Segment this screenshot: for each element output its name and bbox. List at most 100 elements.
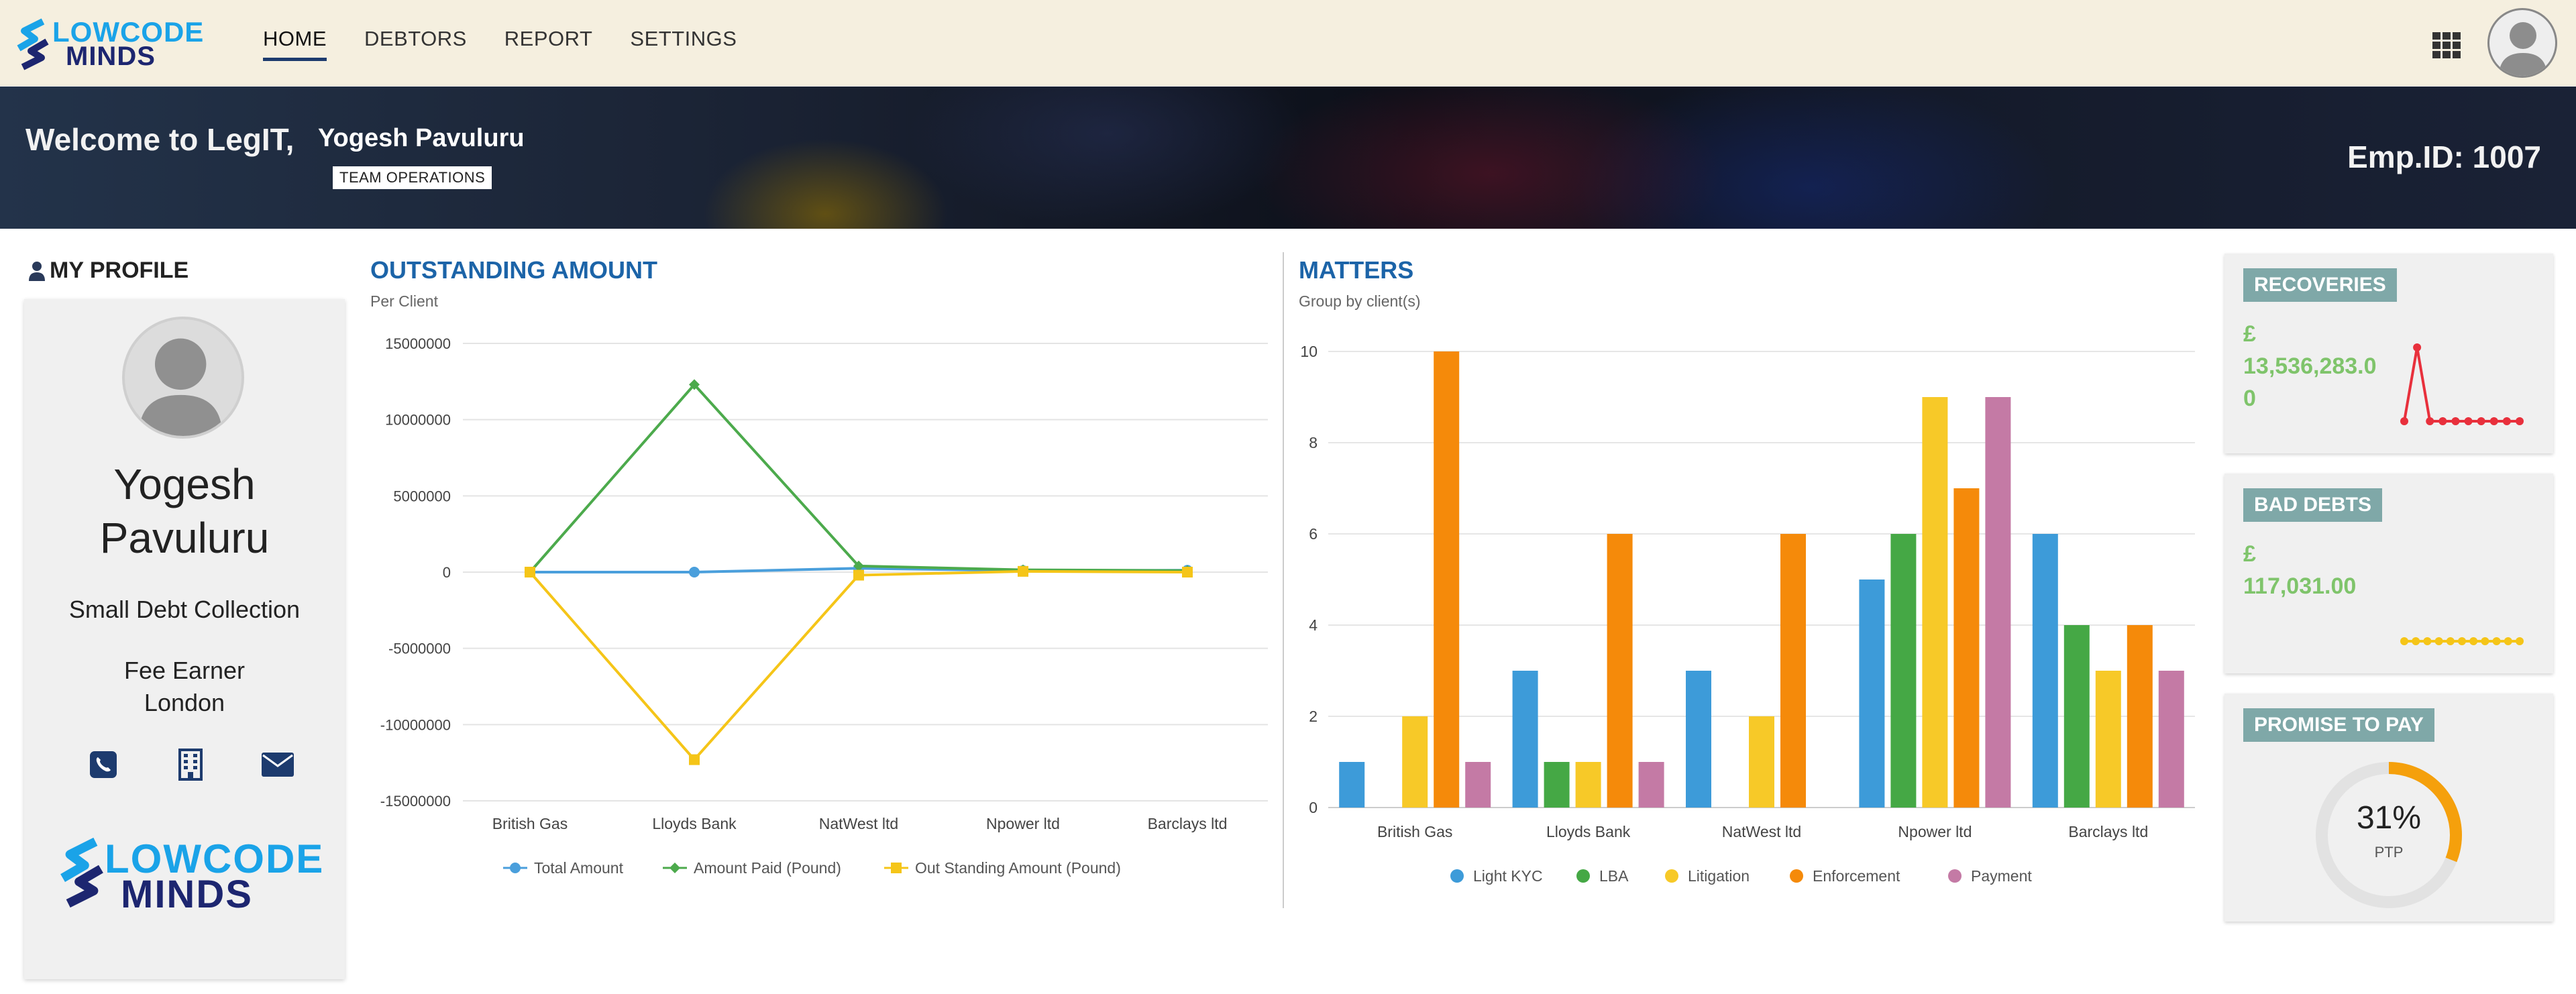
apps-grid-icon[interactable] bbox=[2432, 32, 2462, 58]
phone-icon[interactable] bbox=[83, 744, 123, 785]
legend-swatch bbox=[1790, 869, 1803, 883]
recoveries-value: £ 13,536,283.00 bbox=[2243, 318, 2377, 415]
ptp-gauge: 31% PTP bbox=[2312, 758, 2466, 912]
y-tick-label: 10 bbox=[1300, 343, 1318, 360]
bad-debts-label: BAD DEBTS bbox=[2243, 488, 2383, 522]
main-nav: HOME DEBTORS REPORT SETTINGS bbox=[263, 27, 774, 61]
x-tick-label: British Gas bbox=[1377, 823, 1452, 840]
y-tick-label: 0 bbox=[443, 564, 451, 581]
legend-swatch bbox=[1450, 869, 1464, 883]
y-tick-label: 4 bbox=[1309, 616, 1318, 634]
spark-point bbox=[2481, 637, 2489, 645]
spark-point bbox=[2434, 637, 2443, 645]
x-tick-label: NatWest ltd bbox=[1722, 823, 1801, 840]
bar bbox=[1339, 762, 1365, 808]
y-tick-label: 6 bbox=[1309, 525, 1318, 543]
building-icon[interactable] bbox=[170, 744, 211, 785]
spark-point bbox=[2504, 637, 2512, 645]
brand-logo[interactable]: LOWCODE MINDS bbox=[12, 15, 213, 72]
spark-point bbox=[2446, 637, 2455, 645]
x-tick-label: Npower ltd bbox=[986, 815, 1060, 832]
spark-point bbox=[2458, 637, 2466, 645]
bar bbox=[1512, 671, 1538, 808]
spark-point bbox=[2438, 417, 2447, 425]
y-tick-label: 8 bbox=[1309, 434, 1318, 451]
bad-debts-card[interactable]: BAD DEBTS £ 117,031.00 bbox=[2224, 474, 2553, 673]
spark-point bbox=[2516, 637, 2524, 645]
envelope-icon[interactable] bbox=[258, 744, 298, 785]
profile-last-name: Pavuluru bbox=[99, 514, 270, 562]
y-tick-label: -15000000 bbox=[380, 793, 451, 810]
legend-label: Amount Paid (Pound) bbox=[694, 859, 841, 877]
logo-word-lowcode: LOWCODE bbox=[105, 836, 325, 881]
bar bbox=[1749, 716, 1774, 808]
outstanding-title: OUTSTANDING AMOUNT bbox=[370, 256, 657, 284]
bar bbox=[2063, 625, 2090, 808]
matters-title: MATTERS bbox=[1299, 256, 1414, 284]
data-point bbox=[853, 560, 864, 571]
legend-label: Light KYC bbox=[1473, 867, 1543, 885]
welcome-text: Welcome to LegIT, bbox=[25, 122, 294, 157]
ptp-percent: 31% bbox=[2356, 800, 2422, 836]
data-point bbox=[853, 569, 864, 581]
profile-title-label: MY PROFILE bbox=[50, 258, 189, 283]
profile-first-name: Yogesh bbox=[113, 460, 256, 508]
bar bbox=[1638, 762, 1664, 808]
matters-subtitle: Group by client(s) bbox=[1299, 292, 1421, 310]
y-tick-label: 0 bbox=[1309, 799, 1318, 816]
outstanding-line-chart: 15000000 10000000 5000000 0 -5000000 -1000000… bbox=[380, 335, 1268, 877]
gauge-fill bbox=[2316, 762, 2462, 908]
logo-mark-icon bbox=[17, 18, 49, 70]
recoveries-card[interactable]: RECOVERIES £ 13,536,283.00 bbox=[2224, 254, 2553, 453]
profile-designation-location: Fee Earner London bbox=[24, 655, 345, 719]
user-silhouette-icon bbox=[2499, 22, 2547, 76]
logo-word-lowcode: LOWCODE bbox=[52, 16, 205, 48]
data-point bbox=[689, 379, 700, 390]
bar bbox=[2127, 625, 2153, 808]
recoveries-sparkline bbox=[2400, 343, 2524, 425]
logo-word-minds: MINDS bbox=[121, 873, 253, 916]
team-badge: TEAM OPERATIONS bbox=[333, 166, 492, 189]
nav-report[interactable]: REPORT bbox=[504, 27, 593, 50]
x-tick-label: Lloyds Bank bbox=[652, 815, 737, 832]
profile-location: London bbox=[144, 689, 225, 716]
bad-debts-sparkline bbox=[2400, 637, 2524, 645]
bar bbox=[1686, 671, 1711, 808]
legend-label: Payment bbox=[1971, 867, 2032, 885]
profile-designation: Fee Earner bbox=[123, 657, 246, 684]
spark-point bbox=[2451, 417, 2460, 425]
user-icon bbox=[29, 261, 45, 281]
y-tick-label: 5000000 bbox=[393, 488, 451, 504]
profile-department: Small Debt Collection bbox=[68, 596, 301, 623]
y-tick-label: 2 bbox=[1309, 708, 1318, 725]
x-tick-label: Barclays ltd bbox=[1148, 815, 1228, 832]
data-point bbox=[525, 567, 535, 577]
bar bbox=[1434, 351, 1460, 808]
bar bbox=[1544, 762, 1570, 808]
nav-debtors[interactable]: DEBTORS bbox=[364, 27, 467, 50]
spark-point bbox=[2502, 417, 2511, 425]
welcome-banner: Welcome to LegIT, Yogesh Pavuluru TEAM O… bbox=[0, 87, 2576, 229]
nav-home[interactable]: HOME bbox=[263, 27, 327, 61]
bar bbox=[1607, 534, 1633, 808]
logo-word-minds: MINDS bbox=[66, 42, 156, 71]
data-point bbox=[689, 567, 700, 577]
x-tick-label: British Gas bbox=[492, 815, 568, 832]
y-tick-label: -10000000 bbox=[380, 716, 451, 733]
employee-id: Emp.ID: 1007 bbox=[2347, 140, 2541, 174]
y-tick-label: 10000000 bbox=[385, 412, 451, 429]
x-tick-label: Npower ltd bbox=[1898, 823, 1972, 840]
outstanding-subtitle: Per Client bbox=[370, 292, 438, 310]
top-navbar: LOWCODE MINDS HOME DEBTORS REPORT SETTIN… bbox=[0, 0, 2576, 86]
promise-to-pay-card[interactable]: PROMISE TO PAY 31% PTP bbox=[2224, 694, 2553, 922]
bad-debts-currency: £ bbox=[2243, 541, 2256, 567]
bar bbox=[2032, 534, 2058, 808]
spark-point bbox=[2477, 417, 2485, 425]
profile-avatar bbox=[122, 317, 244, 439]
legend-label: Litigation bbox=[1688, 867, 1750, 885]
user-avatar[interactable] bbox=[2487, 8, 2557, 78]
bad-debts-value: £ 117,031.00 bbox=[2243, 538, 2377, 602]
nav-settings[interactable]: SETTINGS bbox=[630, 27, 737, 50]
bar bbox=[2158, 671, 2184, 808]
legend-marker bbox=[669, 863, 680, 873]
